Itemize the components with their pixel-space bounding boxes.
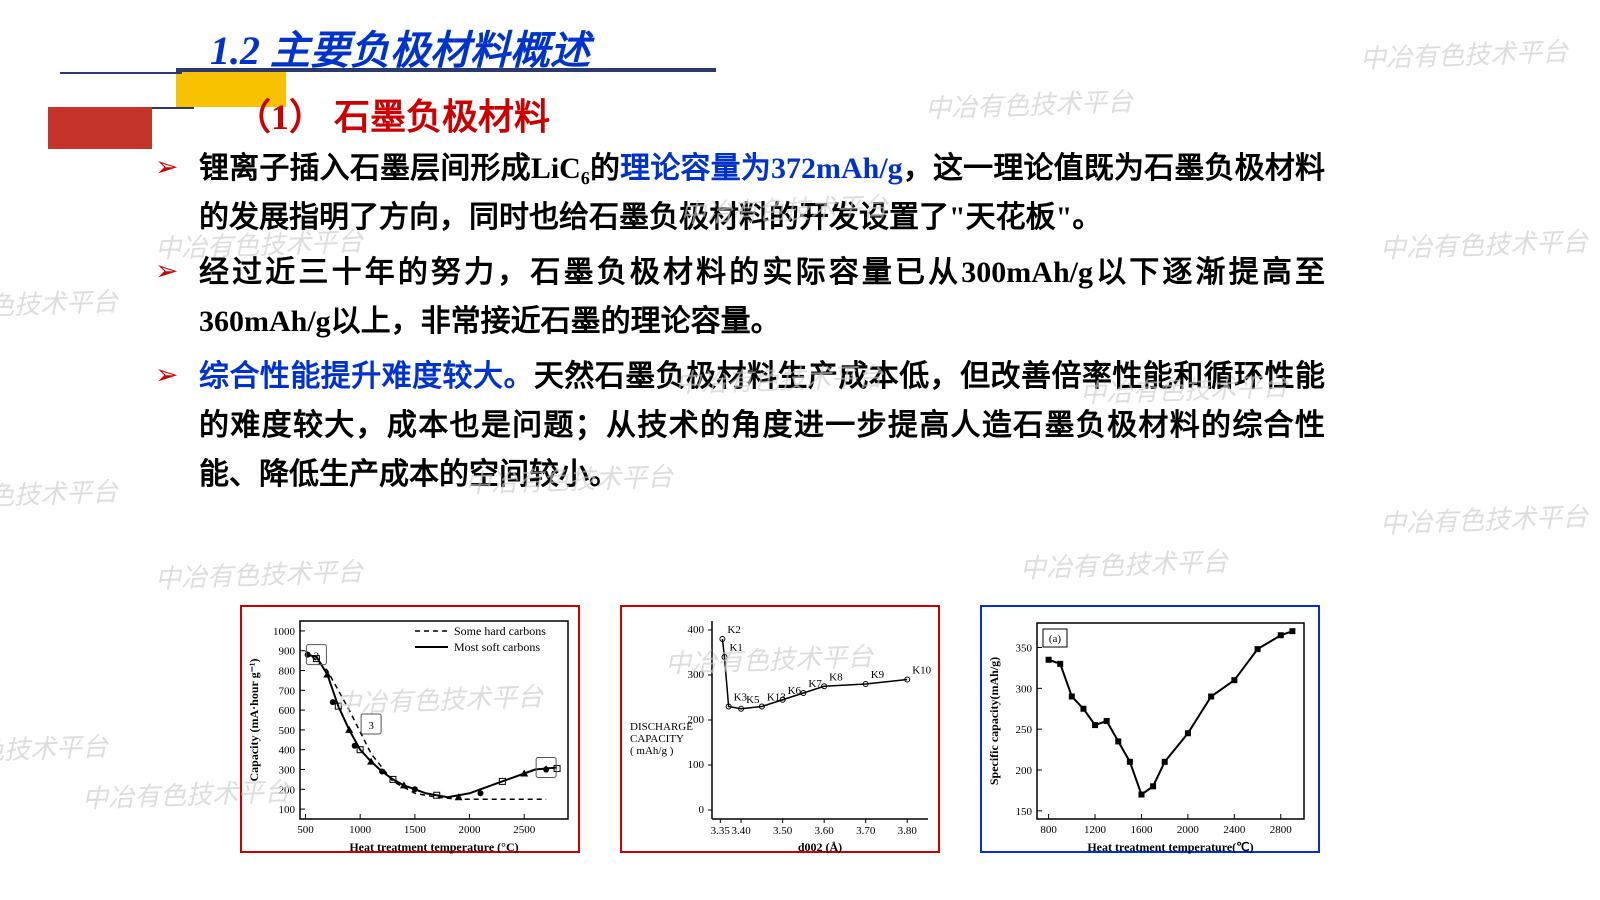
deco-red-block <box>48 107 152 149</box>
svg-text:1600: 1600 <box>1130 824 1153 836</box>
svg-text:2500: 2500 <box>513 824 536 836</box>
svg-text:Heat treatment temperature(℃): Heat treatment temperature(℃) <box>1087 840 1253 854</box>
svg-text:350: 350 <box>1016 643 1033 655</box>
svg-text:1: 1 <box>543 764 549 776</box>
svg-text:K7: K7 <box>808 678 822 690</box>
svg-text:Capacity (mA·hour g⁻¹): Capacity (mA·hour g⁻¹) <box>247 658 261 781</box>
svg-text:900: 900 <box>279 646 296 658</box>
bullet-text: 锂离子插入石墨层间形成LiC₆的理论容量为372mAh/g，这一理论值既为石墨负… <box>199 144 1325 242</box>
svg-text:400: 400 <box>688 624 705 636</box>
svg-text:300: 300 <box>1016 683 1033 695</box>
svg-text:3.60: 3.60 <box>815 825 835 837</box>
svg-text:2800: 2800 <box>1270 824 1293 836</box>
svg-text:100: 100 <box>279 804 296 816</box>
svg-text:K5: K5 <box>746 694 760 706</box>
slide-title: 1.2 主要负极材料概述 <box>210 18 590 76</box>
watermark: 中冶有色技术平台 <box>0 471 119 515</box>
deco-line-1 <box>60 72 182 74</box>
deco-line-2 <box>152 107 194 109</box>
watermark: 中冶有色技术平台 <box>1359 31 1568 75</box>
svg-text:2400: 2400 <box>1223 824 1246 836</box>
charts-row: 1002003004005006007008009001000500100015… <box>240 605 1320 853</box>
svg-text:600: 600 <box>279 705 296 717</box>
svg-text:150: 150 <box>1016 806 1033 818</box>
svg-text:Most soft carbons: Most soft carbons <box>454 640 540 654</box>
svg-text:300: 300 <box>279 765 296 777</box>
svg-text:2000: 2000 <box>1177 824 1200 836</box>
svg-text:400: 400 <box>279 745 296 757</box>
watermark: 中冶有色技术平台 <box>154 551 363 595</box>
bullet-row: ➢ 经过近三十年的努力，石墨负极材料的实际容量已从300mAh/g以下逐渐提高至… <box>155 248 1325 346</box>
bullet-arrow-icon: ➢ <box>155 144 199 242</box>
svg-text:3.50: 3.50 <box>773 825 793 837</box>
svg-text:3.70: 3.70 <box>856 825 876 837</box>
svg-text:K10: K10 <box>912 665 931 677</box>
bullet-text: 经过近三十年的努力，石墨负极材料的实际容量已从300mAh/g以下逐渐提高至 3… <box>199 248 1325 346</box>
svg-text:0: 0 <box>699 804 705 816</box>
svg-text:3: 3 <box>368 720 374 732</box>
svg-text:K6: K6 <box>788 685 802 697</box>
watermark: 中冶有色技术平台 <box>0 726 109 770</box>
svg-text:300: 300 <box>688 669 705 681</box>
svg-text:Heat treatment temperature (°C: Heat treatment temperature (°C) <box>349 840 518 854</box>
svg-text:Some hard carbons: Some hard carbons <box>454 624 546 638</box>
svg-text:K8: K8 <box>829 671 843 683</box>
svg-text:200: 200 <box>1016 765 1033 777</box>
svg-text:K2: K2 <box>727 624 740 636</box>
svg-text:800: 800 <box>1040 824 1057 836</box>
bullet-content: ➢锂离子插入石墨层间形成LiC₆的理论容量为372mAh/g，这一理论值既为石墨… <box>155 144 1325 505</box>
bullet-arrow-icon: ➢ <box>155 248 199 346</box>
svg-text:3.80: 3.80 <box>898 825 918 837</box>
svg-text:K1: K1 <box>729 642 742 654</box>
watermark: 中冶有色技术平台 <box>924 81 1133 125</box>
svg-text:500: 500 <box>279 725 296 737</box>
chart-3: 150 200 250 300 350 800 1200 1600 2000 2400 2800 (a… <box>980 605 1320 853</box>
chart-1: 100 200 300 400 500 600 700 800 900 1000 500 1000 15… <box>240 605 580 853</box>
bullet-text: 综合性能提升难度较大。天然石墨负极材料生产成本低，但改善倍率性能和循环性能的难度… <box>199 352 1325 499</box>
svg-text:800: 800 <box>279 666 296 678</box>
watermark: 中冶有色技术平台 <box>1379 496 1588 540</box>
svg-text:d002 (Å): d002 (Å) <box>798 840 842 854</box>
bullet-row: ➢ 综合性能提升难度较大。天然石墨负极材料生产成本低，但改善倍率性能和循环性能的… <box>155 352 1325 499</box>
svg-text:Specific capacity(mAh/g): Specific capacity(mAh/g) <box>987 657 1001 785</box>
svg-text:(a): (a) <box>1049 633 1062 645</box>
svg-text:1200: 1200 <box>1084 824 1107 836</box>
svg-text:DISCHARGE: DISCHARGE <box>630 721 693 733</box>
svg-text:1000: 1000 <box>349 824 372 836</box>
svg-text:( mAh/g ): ( mAh/g ) <box>630 745 674 757</box>
svg-text:200: 200 <box>279 784 296 796</box>
svg-text:2000: 2000 <box>459 824 482 836</box>
svg-text:3.40: 3.40 <box>731 825 751 837</box>
watermark: 中冶有色技术平台 <box>1019 541 1228 585</box>
svg-text:1000: 1000 <box>273 626 296 638</box>
svg-text:100: 100 <box>688 759 705 771</box>
bullet-arrow-icon: ➢ <box>155 352 199 499</box>
svg-text:700: 700 <box>279 685 296 697</box>
svg-text:2: 2 <box>314 651 320 663</box>
svg-text:K9: K9 <box>871 669 885 681</box>
watermark: 中冶有色技术平台 <box>0 281 119 325</box>
chart-2: 01002003004003.353.403.503.603.703.80K2K… <box>620 605 940 853</box>
svg-text:1500: 1500 <box>404 824 427 836</box>
svg-text:3.35: 3.35 <box>711 825 731 837</box>
svg-text:500: 500 <box>297 824 314 836</box>
subtitle: （1） 石墨负极材料 <box>235 88 550 140</box>
watermark: 中冶有色技术平台 <box>1379 221 1588 265</box>
bullet-row: ➢锂离子插入石墨层间形成LiC₆的理论容量为372mAh/g，这一理论值既为石墨… <box>155 144 1325 242</box>
svg-text:CAPACITY: CAPACITY <box>630 733 684 745</box>
svg-text:250: 250 <box>1016 724 1033 736</box>
